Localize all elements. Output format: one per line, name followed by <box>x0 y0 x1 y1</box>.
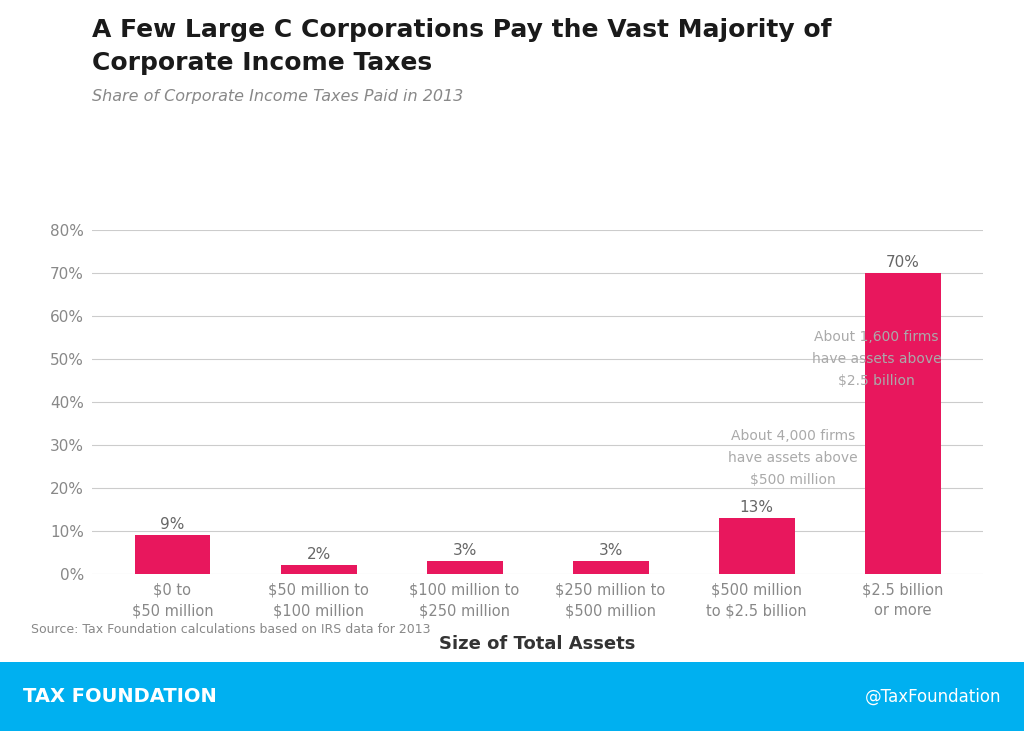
X-axis label: Size of Total Assets: Size of Total Assets <box>439 635 636 653</box>
Bar <box>281 565 356 574</box>
Text: @TaxFoundation: @TaxFoundation <box>865 687 1001 705</box>
Text: Corporate Income Taxes: Corporate Income Taxes <box>92 51 432 75</box>
Text: About 1,600 firms
have assets above
$2.5 billion: About 1,600 firms have assets above $2.5… <box>812 330 941 388</box>
Text: 2%: 2% <box>306 548 331 562</box>
Text: 70%: 70% <box>886 255 920 270</box>
Text: 9%: 9% <box>161 517 184 532</box>
Text: About 4,000 firms
have assets above
$500 million: About 4,000 firms have assets above $500… <box>728 429 858 487</box>
Text: Source: Tax Foundation calculations based on IRS data for 2013: Source: Tax Foundation calculations base… <box>31 623 430 636</box>
Text: 3%: 3% <box>598 543 623 558</box>
Bar <box>134 535 211 574</box>
Text: 13%: 13% <box>739 500 774 515</box>
Bar <box>572 561 648 574</box>
Text: Share of Corporate Income Taxes Paid in 2013: Share of Corporate Income Taxes Paid in … <box>92 89 464 105</box>
Bar <box>719 518 795 574</box>
Text: 3%: 3% <box>453 543 477 558</box>
Bar <box>427 561 503 574</box>
Bar <box>864 273 941 574</box>
Text: TAX FOUNDATION: TAX FOUNDATION <box>23 687 216 705</box>
Text: A Few Large C Corporations Pay the Vast Majority of: A Few Large C Corporations Pay the Vast … <box>92 18 831 42</box>
